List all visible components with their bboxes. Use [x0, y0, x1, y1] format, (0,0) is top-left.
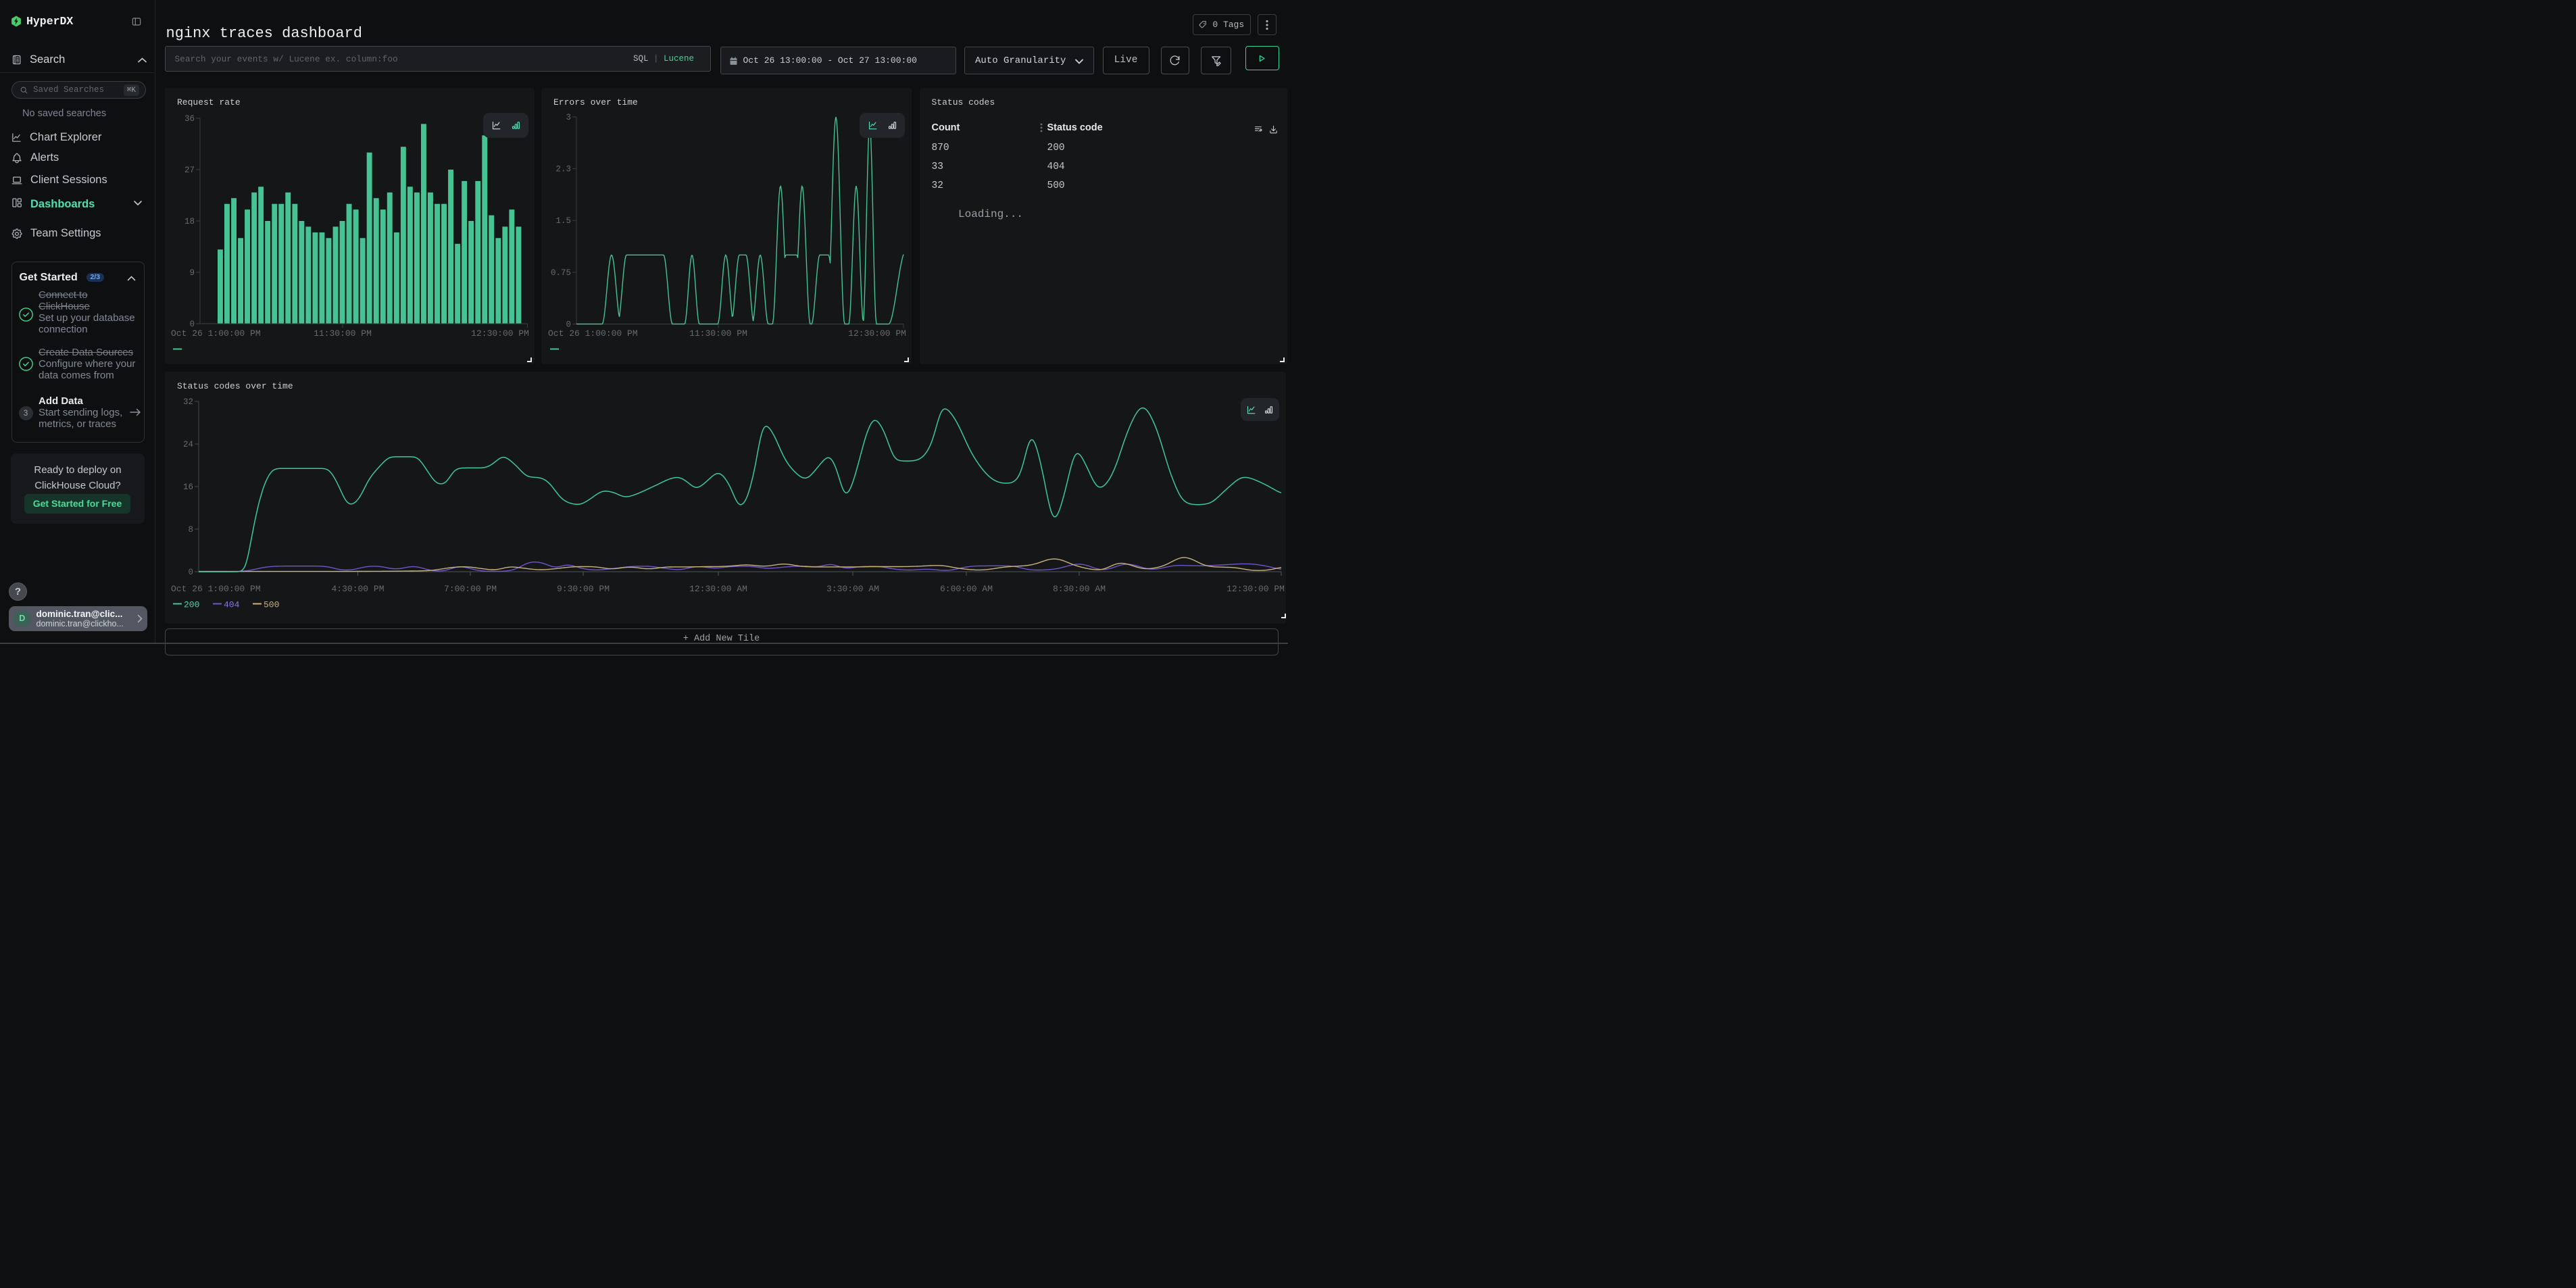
svg-text:0: 0: [188, 568, 193, 577]
svg-text:Oct 26 1:00:00 PM: Oct 26 1:00:00 PM: [171, 584, 261, 594]
svg-text:32: 32: [183, 397, 193, 407]
svg-text:12:30:00 PM: 12:30:00 PM: [1227, 584, 1285, 594]
svg-text:36: 36: [184, 114, 195, 124]
svg-text:200: 200: [184, 600, 199, 610]
svg-text:0.75: 0.75: [551, 268, 571, 278]
svg-text:0: 0: [566, 320, 571, 330]
svg-text:9: 9: [189, 268, 195, 278]
svg-text:500: 500: [264, 600, 279, 610]
svg-text:8:30:00 AM: 8:30:00 AM: [1053, 584, 1106, 594]
svg-text:2.3: 2.3: [555, 165, 571, 174]
svg-text:Oct 26 1:00:00 PM: Oct 26 1:00:00 PM: [171, 328, 261, 339]
svg-text:3: 3: [566, 113, 571, 122]
svg-text:27: 27: [184, 166, 195, 175]
svg-text:0: 0: [189, 320, 195, 329]
svg-text:11:30:00 PM: 11:30:00 PM: [689, 328, 747, 339]
svg-text:7:00:00 PM: 7:00:00 PM: [444, 584, 497, 594]
svg-text:24: 24: [183, 440, 193, 449]
svg-text:404: 404: [224, 600, 240, 610]
svg-text:3:30:00 AM: 3:30:00 AM: [826, 584, 879, 594]
svg-text:8: 8: [188, 525, 193, 535]
svg-text:12:30:00 PM: 12:30:00 PM: [848, 328, 906, 339]
svg-text:1.5: 1.5: [555, 216, 571, 226]
svg-text:6:00:00 AM: 6:00:00 AM: [940, 584, 993, 594]
svg-text:12:30:00 PM: 12:30:00 PM: [471, 328, 529, 339]
svg-text:4:30:00 PM: 4:30:00 PM: [331, 584, 384, 594]
svg-text:16: 16: [183, 482, 193, 492]
svg-text:18: 18: [184, 217, 195, 226]
svg-text:Oct 26 1:00:00 PM: Oct 26 1:00:00 PM: [548, 328, 638, 339]
svg-text:12:30:00 AM: 12:30:00 AM: [689, 584, 747, 594]
svg-text:9:30:00 PM: 9:30:00 PM: [557, 584, 610, 594]
svg-text:11:30:00 PM: 11:30:00 PM: [314, 328, 372, 339]
